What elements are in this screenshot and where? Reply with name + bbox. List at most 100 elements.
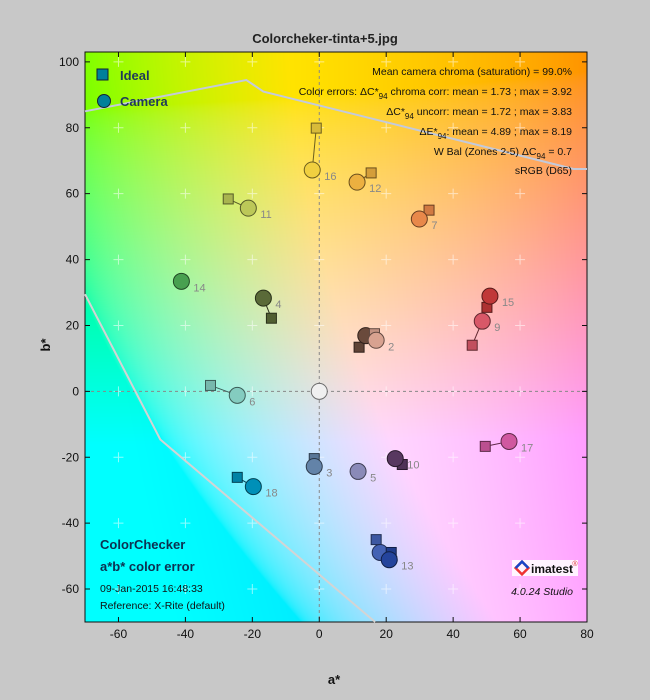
x-tick-label: 80 (580, 627, 594, 641)
grid-cross (113, 56, 124, 67)
reference: Reference: X-Rite (default) (100, 600, 225, 612)
grid-cross (381, 122, 392, 133)
patch-14: 14 (172, 272, 206, 294)
grid-cross (448, 56, 459, 67)
patch-label: 11 (260, 209, 271, 221)
stats-text: sRGB (D65) (515, 165, 572, 177)
stats-text: chroma corr: mean = 1.73 ; max = 3.92 (388, 86, 573, 98)
patch-label: 12 (369, 183, 381, 195)
camera-circle (303, 161, 321, 179)
ideal-square (353, 341, 365, 353)
plot-name: a*b* color error (100, 559, 195, 574)
grid-cross (515, 122, 526, 133)
y-tick-label: -40 (62, 516, 80, 530)
grid-cross (247, 584, 258, 595)
grid-cross (515, 56, 526, 67)
patch-13: 13 (380, 546, 413, 573)
patch-6: 6 (205, 379, 255, 408)
patch-label: 15 (502, 297, 514, 309)
y-tick-label: 40 (66, 253, 80, 267)
camera-circle (349, 462, 367, 480)
plot-frame (84, 51, 588, 623)
grid-cross (247, 320, 258, 331)
patch-label: 9 (494, 322, 500, 334)
patch-17: 17 (479, 432, 533, 454)
ideal-square (423, 204, 435, 216)
camera-circle (481, 287, 499, 305)
gamut-boundary-upper (84, 78, 587, 170)
patch-label: 7 (431, 220, 437, 232)
grid-cross (247, 56, 258, 67)
axes: -60 -40 -20 0 20 40 60 80 -60 -40 -20 0 20 40 60 80 100 (59, 51, 594, 641)
grid-cross (381, 584, 392, 595)
grid-cross (180, 584, 191, 595)
x-tick-label: 40 (446, 627, 460, 641)
stats-line: W Bal (Zones 2-5) ΔC94 = 0.7 (434, 146, 572, 161)
patch-label: 5 (370, 472, 376, 484)
patch-5: 5 (349, 462, 376, 484)
x-tick-label: 20 (380, 627, 394, 641)
patch-label: 13 (401, 561, 413, 573)
stats-line: Mean camera chroma (saturation) = 99.0% (372, 66, 572, 78)
grid-cross (381, 320, 392, 331)
patch-18: 18 (231, 471, 278, 500)
grid-cross (113, 584, 124, 595)
camera-circle (254, 289, 272, 307)
x-tick-label: -60 (110, 627, 128, 641)
info-block: ColorChecker a*b* color error 09-Jan-201… (100, 537, 225, 612)
ideal-square (310, 122, 322, 134)
x-tick-label: 60 (513, 627, 527, 641)
grid-cross (515, 584, 526, 595)
ideal-square (365, 167, 377, 179)
camera-circle (172, 272, 190, 290)
svg-text:®: ® (572, 560, 578, 568)
grid-cross (515, 320, 526, 331)
ideal-square (466, 339, 478, 351)
grid-cross (515, 452, 526, 463)
ideal-square (479, 440, 491, 452)
grid-cross (448, 122, 459, 133)
logo-text: imatest (531, 562, 573, 576)
version-text: 4.0.24 Studio (511, 586, 573, 598)
grid-cross (113, 254, 124, 265)
stats-subscript: 94 (379, 92, 388, 101)
camera-circle (473, 312, 491, 330)
y-tick-label: 20 (66, 318, 80, 332)
stats-text: ΔE* (419, 126, 437, 138)
patch-label: 3 (326, 467, 332, 479)
grid-crosses (113, 56, 526, 595)
patch-11: 11 (222, 193, 272, 221)
grid-cross (180, 518, 191, 529)
grid-cross (113, 320, 124, 331)
camera-circle (410, 210, 428, 228)
y-tick-label: 100 (59, 55, 79, 69)
y-tick-label: 0 (72, 384, 79, 398)
stats-subscript: 94 (537, 152, 546, 161)
ideal-square (370, 534, 382, 546)
grid-cross (448, 254, 459, 265)
y-axis-label: b* (38, 338, 53, 352)
ideal-square (222, 193, 234, 205)
grid-cross (113, 452, 124, 463)
patch-16: 16 (303, 122, 336, 183)
grid-cross (113, 518, 124, 529)
grid-cross (180, 320, 191, 331)
y-tick-label: 60 (66, 187, 80, 201)
camera-circle (380, 551, 398, 569)
patch-label: 18 (265, 488, 277, 500)
stats-text: = 0.7 (545, 146, 572, 158)
grid-cross (247, 122, 258, 133)
grid-cross (448, 188, 459, 199)
grid-cross (113, 122, 124, 133)
grid-cross (448, 452, 459, 463)
patch-7: 7 (410, 204, 437, 232)
stats-text: Color errors: ΔC* (299, 86, 379, 98)
datetime: 09-Jan-2015 16:48:33 (100, 583, 203, 595)
grid-cross (381, 254, 392, 265)
grid-cross (113, 188, 124, 199)
patch-3: 3 (305, 453, 332, 479)
grid-cross (180, 188, 191, 199)
gamut-boundary (84, 78, 587, 623)
patch-label: 14 (193, 282, 205, 294)
